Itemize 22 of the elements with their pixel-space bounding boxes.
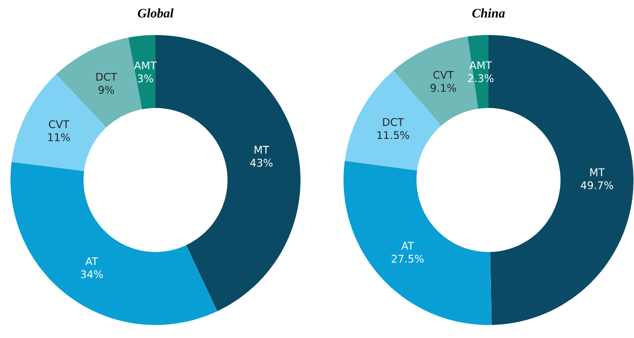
slice-label: CVT: [433, 70, 454, 79]
data-label: 9%: [98, 86, 114, 94]
slice-label: CVT: [48, 120, 70, 128]
data-label: 11%: [48, 133, 70, 142]
data-label: 34%: [80, 270, 103, 278]
data-label: 27.5%: [392, 254, 424, 263]
slice-label: AT: [85, 257, 98, 266]
slice-label: AMT: [134, 62, 157, 70]
slice-label: MT: [254, 146, 270, 154]
data-label: 49.7%: [580, 181, 614, 190]
slice-label: AMT: [469, 61, 492, 70]
data-label: 43%: [250, 158, 272, 167]
slice-label: DCT: [96, 72, 118, 81]
data-label: 11.5%: [377, 131, 410, 139]
chart-title: Global: [138, 8, 174, 18]
slice-label: DCT: [383, 118, 404, 126]
data-label: 2.3%: [468, 74, 494, 82]
slice-label: AT: [401, 242, 414, 250]
data-label: 9.1%: [430, 84, 456, 92]
chart-title: China: [472, 8, 505, 18]
data-label: 3%: [138, 74, 154, 82]
slice-label: MT: [590, 168, 605, 176]
